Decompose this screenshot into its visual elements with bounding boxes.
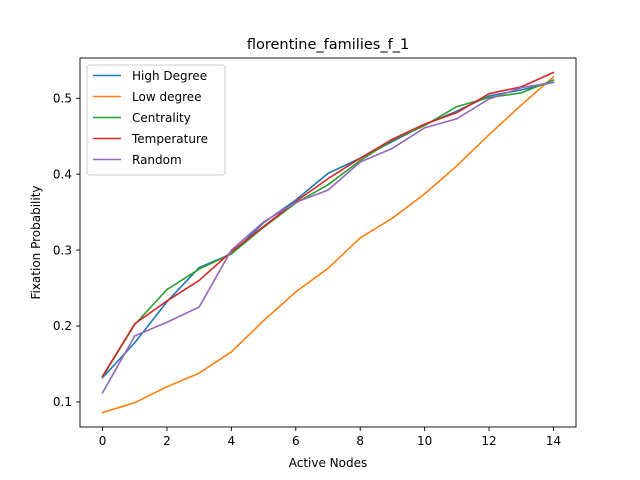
x-tick-label: 14 — [546, 434, 561, 448]
legend-label: Temperature — [131, 132, 208, 146]
legend-box — [86, 64, 226, 176]
y-axis: 0.1 0.2 0.3 0.4 0.5 — [53, 91, 80, 409]
chart-title: florentine_families_f_1 — [247, 37, 409, 53]
series-line-3 — [101, 71, 555, 378]
x-tick-label: 2 — [163, 434, 171, 448]
y-axis-label: Fixation Probability — [29, 185, 43, 299]
series-line-1 — [101, 75, 555, 414]
y-tick-label: 0.3 — [53, 243, 72, 257]
y-tick-label: 0.4 — [53, 167, 72, 181]
legend-label: Low degree — [132, 90, 202, 104]
x-tick-label: 4 — [228, 434, 236, 448]
x-tick-label: 0 — [99, 434, 107, 448]
plot-area: 0 2 4 6 8 10 12 14 0.1 0.2 0.3 0.4 0.5 — [53, 57, 577, 448]
x-axis: 0 2 4 6 8 10 12 14 — [99, 427, 561, 448]
axes-frame — [79, 57, 577, 428]
legend-label: High Degree — [132, 69, 207, 83]
legend: High Degree Low degree Centrality Temperatu… — [86, 64, 226, 176]
x-tick-label: 6 — [292, 434, 300, 448]
x-axis-label: Active Nodes — [289, 456, 368, 470]
y-tick-label: 0.1 — [53, 395, 72, 409]
legend-entries: High Degree Low degree Centrality Temperatu… — [93, 69, 208, 167]
x-tick-label: 8 — [356, 434, 364, 448]
x-tick-label: 10 — [417, 434, 432, 448]
legend-label: Random — [132, 153, 182, 167]
series-line-4 — [101, 81, 555, 394]
y-tick-label: 0.5 — [53, 91, 72, 105]
legend-label: Centrality — [132, 111, 191, 125]
series-lines — [101, 71, 555, 414]
x-tick-label: 12 — [481, 434, 496, 448]
y-tick-label: 0.2 — [53, 319, 72, 333]
